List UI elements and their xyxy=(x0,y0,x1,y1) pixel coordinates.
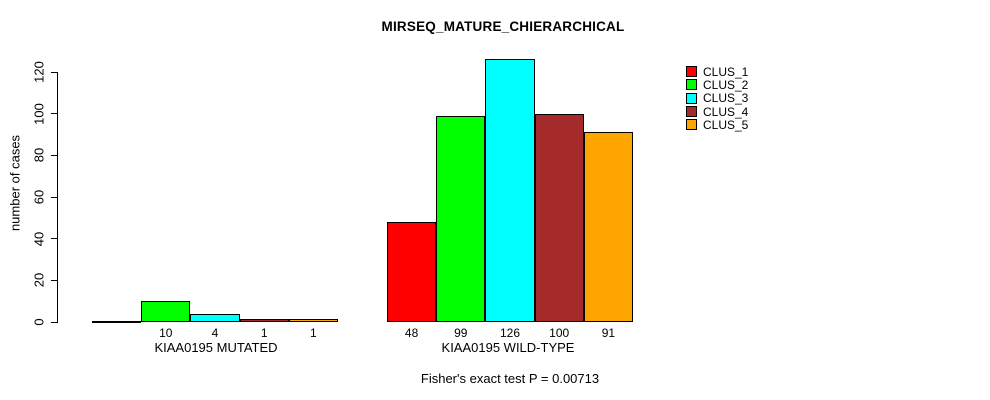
bar-clus_2 xyxy=(141,301,191,322)
bar-clus_2 xyxy=(436,116,486,322)
bar-value-label: 1 xyxy=(310,326,317,340)
y-tick xyxy=(51,238,58,240)
y-axis-title: number of cases xyxy=(7,134,23,232)
bar-clus_1 xyxy=(92,321,142,323)
chart-title: MIRSEQ_MATURE_CHIERARCHICAL xyxy=(381,19,625,34)
legend-item: CLUS_3 xyxy=(686,91,749,106)
bar-value-label: 10 xyxy=(159,326,173,340)
y-tick xyxy=(51,154,58,156)
y-tick xyxy=(51,71,58,73)
legend-item: CLUS_1 xyxy=(686,64,749,79)
y-tick-label: 60 xyxy=(31,189,47,205)
y-tick-label: 120 xyxy=(31,61,47,83)
x-group-label-wildtype: KIAA0195 WILD-TYPE xyxy=(441,340,575,355)
bar-clus_3 xyxy=(485,59,535,322)
bar-clus_4 xyxy=(239,319,289,322)
bar-clus_5 xyxy=(288,319,338,322)
legend-label: CLUS_3 xyxy=(703,91,749,106)
bar-value-label: 4 xyxy=(211,326,219,340)
y-tick-label: 20 xyxy=(31,273,47,288)
bar-value-label: 99 xyxy=(454,326,468,340)
legend-swatch xyxy=(686,106,697,118)
legend: CLUS_1 CLUS_2 CLUS_3 CLUS_4 CLUS_5 xyxy=(686,64,749,132)
legend-label: CLUS_5 xyxy=(703,117,749,132)
legend-swatch xyxy=(686,119,697,131)
legend-swatch xyxy=(686,79,697,91)
bar-value-label: 48 xyxy=(404,326,419,340)
bar-value-label: 126 xyxy=(499,326,521,340)
y-tick xyxy=(51,321,58,323)
y-tick-label: 80 xyxy=(31,148,47,163)
bar-value-label: 91 xyxy=(601,326,616,340)
legend-item: CLUS_5 xyxy=(686,117,749,132)
bar-clus_5 xyxy=(583,132,633,322)
y-tick-label: 0 xyxy=(31,318,47,326)
y-tick-label: 40 xyxy=(31,231,47,246)
bar-clus_4 xyxy=(534,114,584,322)
y-tick-label: 100 xyxy=(31,102,47,125)
y-tick xyxy=(51,279,58,281)
legend-label: CLUS_2 xyxy=(703,77,749,92)
y-tick xyxy=(51,113,58,115)
bar-clus_3 xyxy=(190,314,240,322)
y-tick xyxy=(51,196,58,198)
legend-item: CLUS_4 xyxy=(686,104,749,119)
legend-swatch xyxy=(686,66,697,78)
y-axis-line xyxy=(57,72,58,323)
legend-swatch xyxy=(686,92,697,104)
legend-label: CLUS_4 xyxy=(703,104,749,119)
x-group-label-mutated: KIAA0195 MUTATED xyxy=(154,340,278,355)
fisher-test-annotation: Fisher's exact test P = 0.00713 xyxy=(420,371,600,386)
bar-clus_1 xyxy=(387,222,437,322)
legend-label: CLUS_1 xyxy=(703,64,749,79)
legend-item: CLUS_2 xyxy=(686,77,749,92)
bar-value-label: 100 xyxy=(549,326,570,340)
bar-value-label: 1 xyxy=(260,326,268,340)
